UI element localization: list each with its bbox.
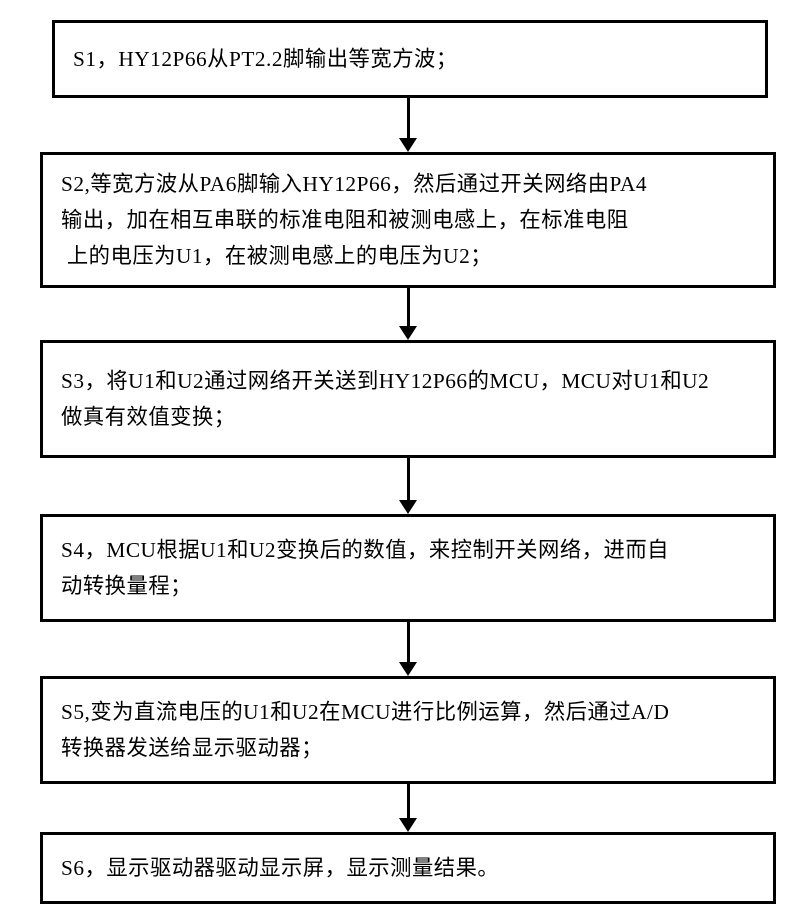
flow-step-s5: S5,变为直流电压的U1和U2在MCU进行比例运算，然后通过A/D 转换器发送给… <box>40 676 776 784</box>
flow-step-text: S2,等宽方波从PA6脚输入HY12P66，然后通过开关网络由PA4 输出，加在… <box>61 166 647 275</box>
flowchart-canvas: S1，HY12P66从PT2.2脚输出等宽方波； S2,等宽方波从PA6脚输入H… <box>0 0 808 919</box>
flow-arrow-head-icon <box>399 138 417 152</box>
flow-arrow-head-icon <box>399 326 417 340</box>
flow-arrow-line <box>407 98 410 138</box>
flow-step-s1: S1，HY12P66从PT2.2脚输出等宽方波； <box>52 20 768 98</box>
flow-step-s2: S2,等宽方波从PA6脚输入HY12P66，然后通过开关网络由PA4 输出，加在… <box>40 152 776 288</box>
flow-step-s4: S4，MCU根据U1和U2变换后的数值，来控制开关网络，进而自 动转换量程； <box>40 514 776 622</box>
flow-step-s6: S6，显示驱动器驱动显示屏，显示测量结果。 <box>40 832 776 904</box>
flow-step-text: S4，MCU根据U1和U2变换后的数值，来控制开关网络，进而自 动转换量程； <box>61 532 669 605</box>
flow-arrow-head-icon <box>399 818 417 832</box>
flow-step-text: S6，显示驱动器驱动显示屏，显示测量结果。 <box>61 850 499 886</box>
flow-step-text: S1，HY12P66从PT2.2脚输出等宽方波； <box>73 41 458 77</box>
flow-arrow-line <box>407 288 410 326</box>
flow-step-text: S5,变为直流电压的U1和U2在MCU进行比例运算，然后通过A/D 转换器发送给… <box>61 694 669 767</box>
flow-arrow-line <box>407 784 410 818</box>
flow-arrow-head-icon <box>399 662 417 676</box>
flow-arrow-head-icon <box>399 500 417 514</box>
flow-step-s3: S3，将U1和U2通过网络开关送到HY12P66的MCU，MCU对U1和U2 做… <box>40 340 776 458</box>
flow-step-text: S3，将U1和U2通过网络开关送到HY12P66的MCU，MCU对U1和U2 做… <box>61 363 709 436</box>
flow-arrow-line <box>407 622 410 662</box>
flow-arrow-line <box>407 458 410 500</box>
